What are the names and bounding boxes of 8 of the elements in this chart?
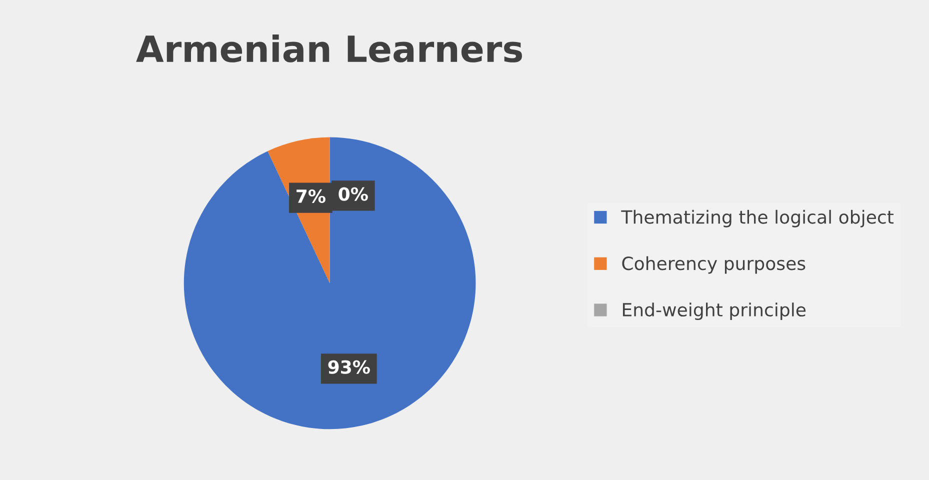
data-label: 7% — [296, 189, 326, 203]
legend-label: End-weight principle — [622, 302, 806, 320]
legend-label: Coherency purposes — [622, 256, 806, 274]
data-label: 93% — [328, 360, 370, 374]
chart-title: Armenian Learners — [136, 34, 522, 62]
text: 0% — [338, 187, 368, 201]
legend-label: Thematizing the logical object — [621, 210, 894, 228]
pie-slice — [184, 137, 476, 430]
